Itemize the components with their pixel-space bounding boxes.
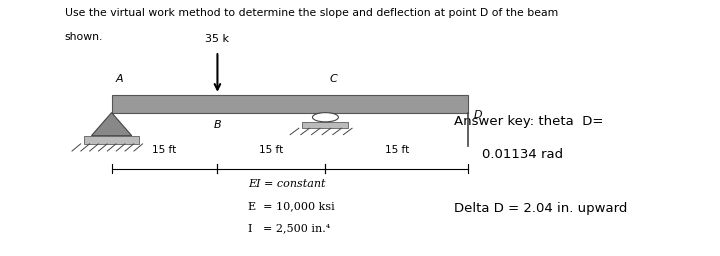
Text: Delta D = 2.04 in. upward: Delta D = 2.04 in. upward	[454, 202, 627, 215]
Text: I   = 2,500 in.⁴: I = 2,500 in.⁴	[248, 223, 330, 233]
Bar	[112, 95, 468, 113]
Text: A: A	[115, 74, 123, 84]
Circle shape	[312, 113, 338, 122]
Text: B: B	[214, 120, 221, 130]
Text: C: C	[329, 74, 337, 84]
Text: Use the virtual work method to determine the slope and deflection at point D of : Use the virtual work method to determine…	[65, 8, 558, 18]
Text: 0.01134 rad: 0.01134 rad	[482, 148, 564, 162]
Text: 15 ft: 15 ft	[384, 145, 409, 155]
Text: E  = 10,000 ksi: E = 10,000 ksi	[248, 201, 335, 211]
Text: 15 ft: 15 ft	[153, 145, 176, 155]
Polygon shape	[91, 113, 132, 136]
Text: D: D	[474, 110, 482, 120]
Text: 15 ft: 15 ft	[259, 145, 284, 155]
Text: EI = constant: EI = constant	[248, 179, 326, 189]
Bar	[302, 122, 348, 128]
Text: 35 k: 35 k	[205, 34, 230, 44]
Bar	[84, 136, 139, 144]
Text: Answer key: theta  D=: Answer key: theta D=	[454, 115, 603, 128]
Text: shown.: shown.	[65, 32, 103, 42]
